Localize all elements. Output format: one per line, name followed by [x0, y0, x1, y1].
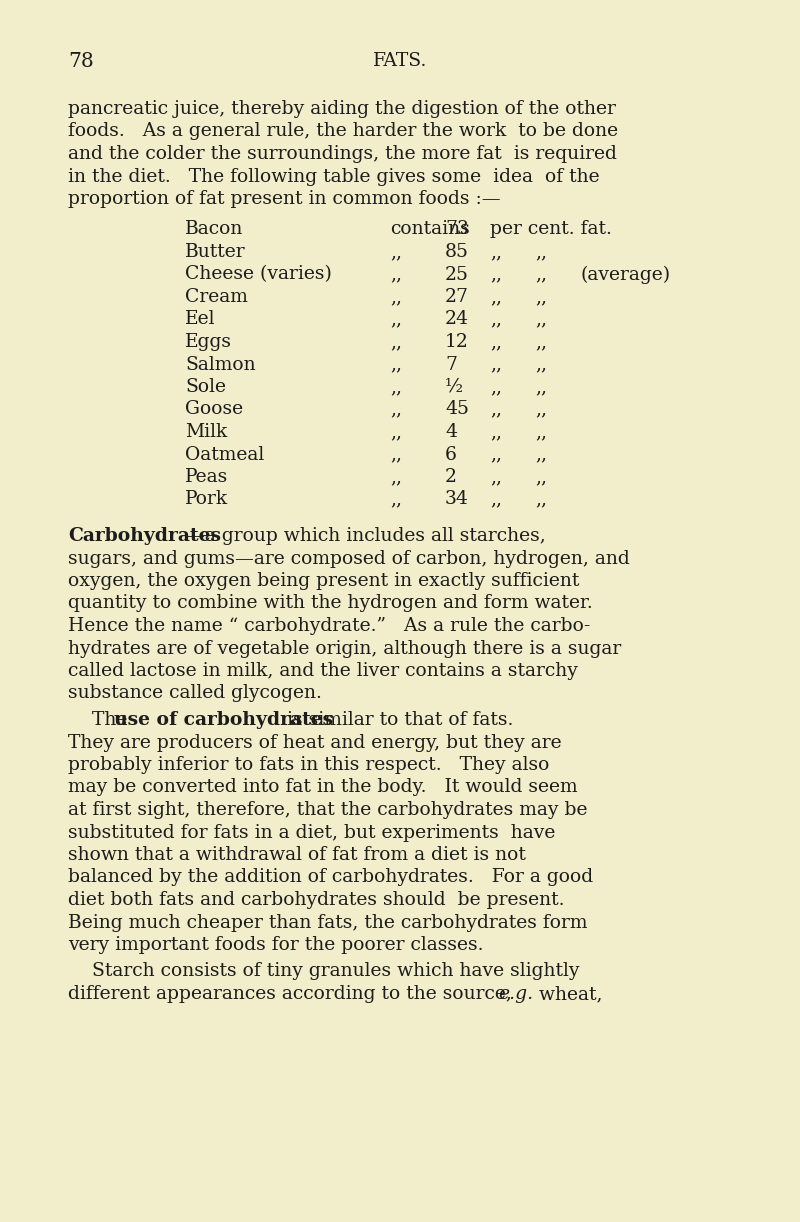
Text: probably inferior to fats in this respect.   They also: probably inferior to fats in this respec…: [68, 756, 550, 774]
Text: ½: ½: [445, 378, 463, 396]
Text: Hence the name “ carbohydrate.”   As a rule the carbo-: Hence the name “ carbohydrate.” As a rul…: [68, 617, 590, 635]
Text: 25: 25: [445, 265, 469, 284]
Text: The: The: [68, 711, 134, 730]
Text: They are producers of heat and energy, but they are: They are producers of heat and energy, b…: [68, 733, 562, 752]
Text: ,,: ,,: [535, 401, 547, 418]
Text: ,,: ,,: [490, 334, 502, 351]
Text: 6: 6: [445, 446, 457, 463]
Text: ,,: ,,: [490, 378, 502, 396]
Text: ,,: ,,: [390, 423, 402, 441]
Text: Bacon: Bacon: [185, 220, 243, 238]
Text: ,,: ,,: [390, 401, 402, 418]
Text: Milk: Milk: [185, 423, 227, 441]
Text: ,,: ,,: [390, 288, 402, 306]
Text: 45: 45: [445, 401, 469, 418]
Text: 12: 12: [445, 334, 469, 351]
Text: foods.   As a general rule, the harder the work  to be done: foods. As a general rule, the harder the…: [68, 122, 618, 141]
Text: ,,: ,,: [390, 310, 402, 329]
Text: Butter: Butter: [185, 243, 246, 262]
Text: ,,: ,,: [390, 334, 402, 351]
Text: ,,: ,,: [390, 265, 402, 284]
Text: ,,: ,,: [490, 401, 502, 418]
Text: ,,: ,,: [490, 446, 502, 463]
Text: called lactose in milk, and the liver contains a starchy: called lactose in milk, and the liver co…: [68, 662, 578, 679]
Text: e.g.: e.g.: [498, 985, 533, 1003]
Text: 2: 2: [445, 468, 457, 486]
Text: very important foods for the poorer classes.: very important foods for the poorer clas…: [68, 936, 483, 954]
Text: Salmon: Salmon: [185, 356, 256, 374]
Text: ,,: ,,: [535, 490, 547, 508]
Text: balanced by the addition of carbohydrates.   For a good: balanced by the addition of carbohydrate…: [68, 869, 593, 886]
Text: ,,: ,,: [390, 468, 402, 486]
Text: and the colder the surroundings, the more fat  is required: and the colder the surroundings, the mor…: [68, 145, 617, 163]
Text: ,,: ,,: [490, 265, 502, 284]
Text: is similar to that of fats.: is similar to that of fats.: [281, 711, 514, 730]
Text: Cheese (varies): Cheese (varies): [185, 265, 332, 284]
Text: ,,: ,,: [535, 468, 547, 486]
Text: Carbohydrates: Carbohydrates: [68, 527, 221, 545]
Text: ,,: ,,: [535, 446, 547, 463]
Text: quantity to combine with the hydrogen and form water.: quantity to combine with the hydrogen an…: [68, 594, 593, 612]
Text: 34: 34: [445, 490, 469, 508]
Text: ,,: ,,: [490, 468, 502, 486]
Text: per cent. fat.: per cent. fat.: [490, 220, 612, 238]
Text: use of carbohydrates: use of carbohydrates: [114, 711, 333, 730]
Text: in the diet.   The following table gives some  idea  of the: in the diet. The following table gives s…: [68, 167, 600, 186]
Text: substance called glycogen.: substance called glycogen.: [68, 684, 322, 703]
Text: shown that a withdrawal of fat from a diet is not: shown that a withdrawal of fat from a di…: [68, 846, 526, 864]
Text: diet both fats and carbohydrates should  be present.: diet both fats and carbohydrates should …: [68, 891, 565, 909]
Text: ,,: ,,: [535, 265, 547, 284]
Text: ,,: ,,: [390, 378, 402, 396]
Text: ,,: ,,: [490, 423, 502, 441]
Text: ,,: ,,: [535, 288, 547, 306]
Text: Oatmeal: Oatmeal: [185, 446, 264, 463]
Text: Eggs: Eggs: [185, 334, 232, 351]
Text: ,,: ,,: [535, 423, 547, 441]
Text: 4: 4: [445, 423, 457, 441]
Text: 73: 73: [445, 220, 469, 238]
Text: ,,: ,,: [535, 310, 547, 329]
Text: proportion of fat present in common foods :—: proportion of fat present in common food…: [68, 189, 501, 208]
Text: ,,: ,,: [535, 356, 547, 374]
Text: oxygen, the oxygen being present in exactly sufficient: oxygen, the oxygen being present in exac…: [68, 572, 579, 590]
Text: Being much cheaper than fats, the carbohydrates form: Being much cheaper than fats, the carboh…: [68, 914, 587, 931]
Text: 78: 78: [68, 53, 94, 71]
Text: ,,: ,,: [490, 243, 502, 262]
Text: Goose: Goose: [185, 401, 243, 418]
Text: pancreatic juice, thereby aiding the digestion of the other: pancreatic juice, thereby aiding the dig…: [68, 100, 616, 119]
Text: (average): (average): [580, 265, 670, 284]
Text: Cream: Cream: [185, 288, 248, 306]
Text: ,,: ,,: [390, 446, 402, 463]
Text: Eel: Eel: [185, 310, 215, 329]
Text: ,,: ,,: [390, 356, 402, 374]
Text: substituted for fats in a diet, but experiments  have: substituted for fats in a diet, but expe…: [68, 824, 555, 842]
Text: Peas: Peas: [185, 468, 228, 486]
Text: Pork: Pork: [185, 490, 228, 508]
Text: ,,: ,,: [490, 288, 502, 306]
Text: —a group which includes all starches,: —a group which includes all starches,: [186, 527, 546, 545]
Text: wheat,: wheat,: [533, 985, 602, 1003]
Text: hydrates are of vegetable origin, although there is a sugar: hydrates are of vegetable origin, althou…: [68, 639, 622, 657]
Text: ,,: ,,: [490, 490, 502, 508]
Text: Starch consists of tiny granules which have slightly: Starch consists of tiny granules which h…: [68, 963, 579, 980]
Text: different appearances according to the source,: different appearances according to the s…: [68, 985, 518, 1003]
Text: 85: 85: [445, 243, 469, 262]
Text: at first sight, therefore, that the carbohydrates may be: at first sight, therefore, that the carb…: [68, 800, 587, 819]
Text: 24: 24: [445, 310, 469, 329]
Text: 27: 27: [445, 288, 469, 306]
Text: ,,: ,,: [490, 356, 502, 374]
Text: ,,: ,,: [390, 490, 402, 508]
Text: ,,: ,,: [535, 334, 547, 351]
Text: may be converted into fat in the body.   It would seem: may be converted into fat in the body. I…: [68, 778, 578, 797]
Text: Sole: Sole: [185, 378, 226, 396]
Text: FATS.: FATS.: [373, 53, 427, 70]
Text: contains: contains: [390, 220, 470, 238]
Text: 7: 7: [445, 356, 457, 374]
Text: sugars, and gums—are composed of carbon, hydrogen, and: sugars, and gums—are composed of carbon,…: [68, 550, 630, 567]
Text: ,,: ,,: [535, 378, 547, 396]
Text: ,,: ,,: [390, 243, 402, 262]
Text: ,,: ,,: [535, 243, 547, 262]
Text: ,,: ,,: [490, 310, 502, 329]
